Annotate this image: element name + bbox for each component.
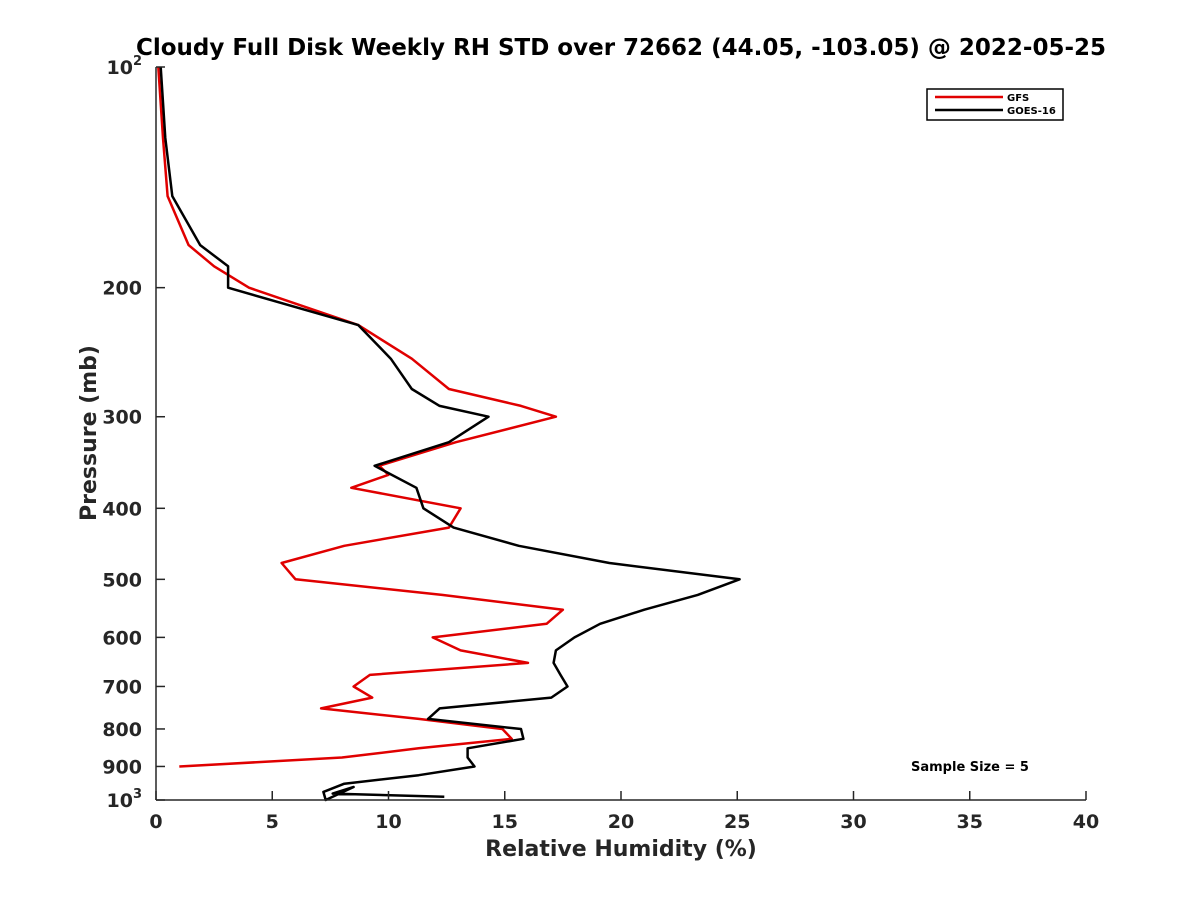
y-tick-label: 103 (107, 787, 143, 812)
x-tick-label: 30 (840, 811, 866, 833)
x-axis-label: Relative Humidity (%) (485, 837, 757, 862)
legend-box (926, 88, 1064, 121)
series-layer (157, 66, 741, 802)
legend: GFS GOES-16 (926, 88, 1064, 121)
sample-size-annotation: Sample Size = 5 (911, 760, 1029, 775)
chart-title: Cloudy Full Disk Weekly RH STD over 7266… (136, 35, 1106, 61)
y-tick-label: 102 (107, 54, 143, 79)
x-tick-label: 20 (608, 811, 634, 833)
y-tick-label: 800 (102, 719, 142, 741)
legend-label-goes16: GOES-16 (1007, 106, 1056, 117)
series-line-goes16 (159, 66, 741, 802)
y-tick-label: 700 (102, 676, 142, 698)
y-tick-label: 500 (102, 569, 142, 591)
y-axis-label: Pressure (mb) (77, 345, 102, 521)
x-tick-label: 40 (1073, 811, 1099, 833)
x-tick-label: 25 (724, 811, 750, 833)
y-tick-layer: 102 200 300 400 500 600 700 800 900 103 (102, 54, 165, 812)
x-tick-layer: 0 5 10 15 20 25 30 35 40 (149, 791, 1099, 833)
x-tick-label: 10 (375, 811, 401, 833)
x-tick-label: 0 (149, 811, 162, 833)
legend-label-gfs: GFS (1007, 93, 1029, 104)
y-tick-label: 200 (102, 278, 142, 300)
x-tick-label: 5 (266, 811, 279, 833)
x-tick-label: 35 (957, 811, 983, 833)
y-tick-label: 900 (102, 756, 142, 778)
x-tick-label: 15 (492, 811, 518, 833)
y-tick-label: 600 (102, 627, 142, 649)
y-tick-label: 300 (102, 407, 142, 429)
y-tick-label: 400 (102, 498, 142, 520)
